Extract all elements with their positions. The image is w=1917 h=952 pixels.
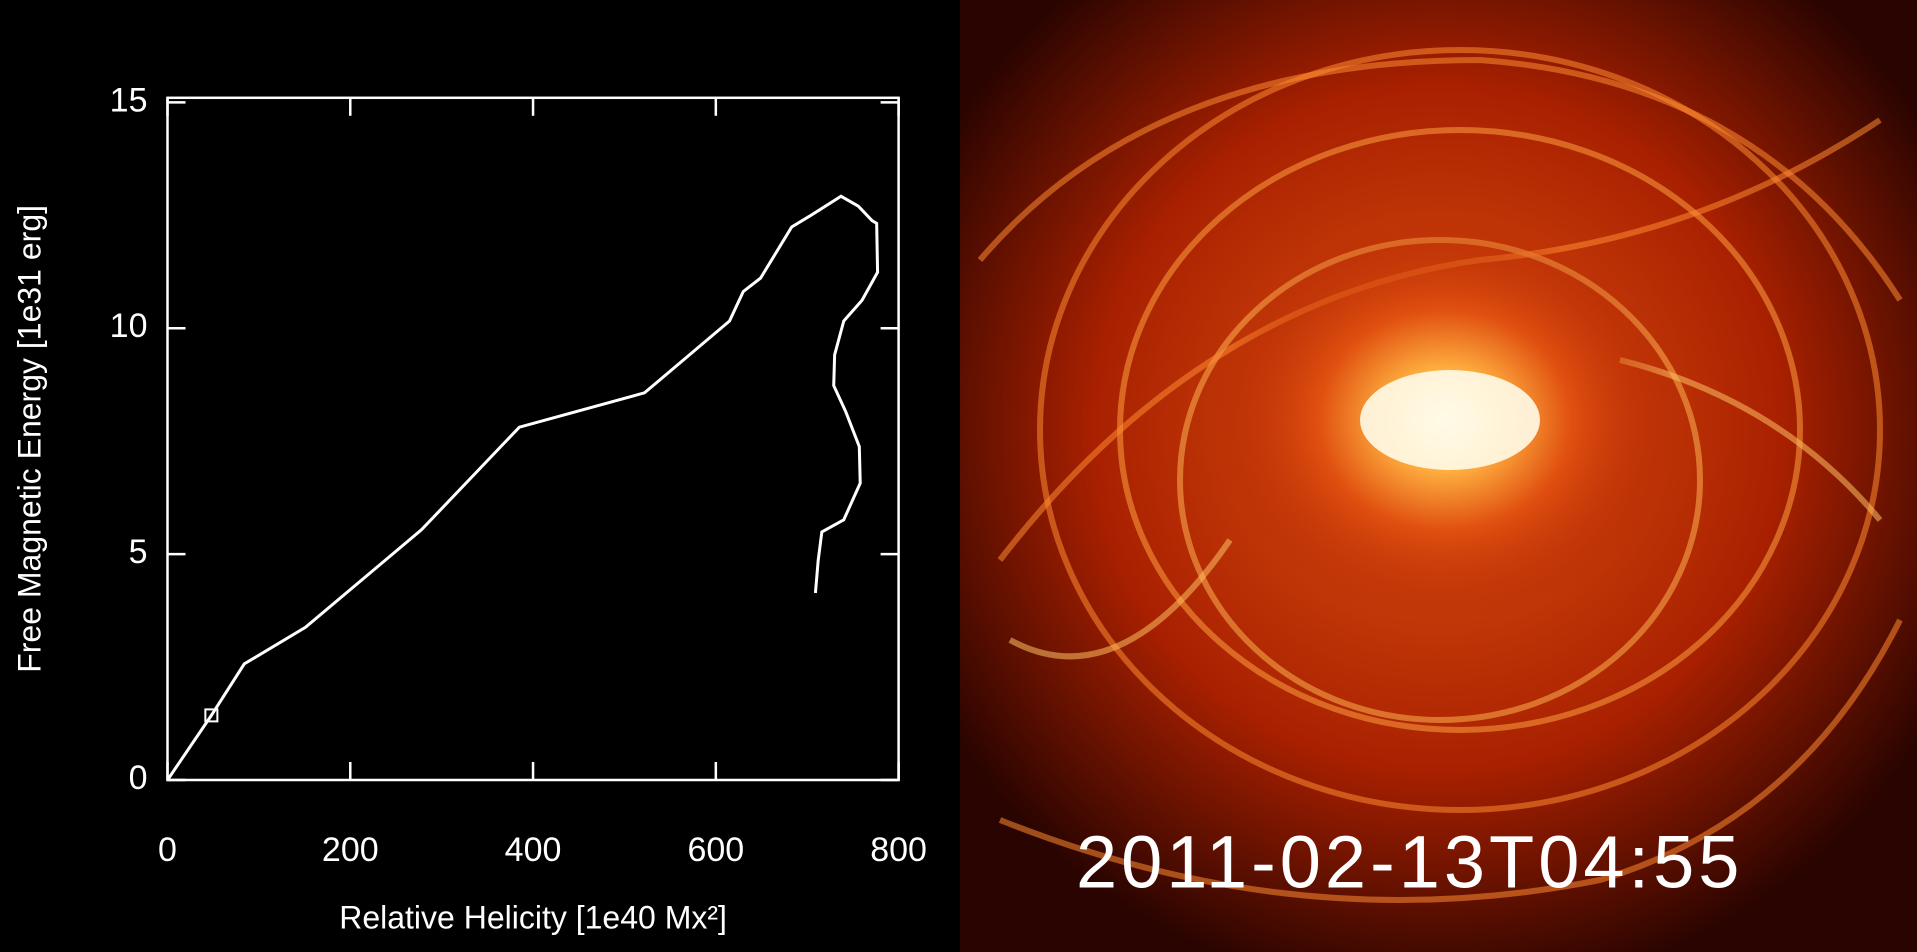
y-tick-label: 5: [129, 533, 148, 571]
page: 2011-02-13T04:55 0 200 400 600 800 0 5 10 15 Rela…: [0, 0, 1917, 952]
x-tick-label: 800: [870, 831, 927, 869]
bright-core: [1360, 370, 1540, 470]
x-tick-label: 400: [505, 831, 562, 869]
timestamp-caption: 2011-02-13T04:55: [1076, 821, 1743, 904]
x-tick-label: 200: [322, 831, 379, 869]
x-tick-label: 600: [687, 831, 744, 869]
screen: 2011-02-13T04:55 0 200 400 600 800 0 5 10 15 Rela…: [0, 0, 1917, 952]
x-tick-label: 0: [158, 831, 177, 869]
y-tick-label: 15: [110, 81, 148, 119]
corona-image: [960, 0, 1917, 952]
y-axis-label: Free Magnetic Energy [1e31 erg]: [11, 205, 47, 673]
x-axis-label: Relative Helicity [1e40 Mx²]: [339, 899, 727, 935]
y-tick-label: 10: [110, 307, 148, 345]
y-tick-label: 0: [129, 759, 148, 797]
